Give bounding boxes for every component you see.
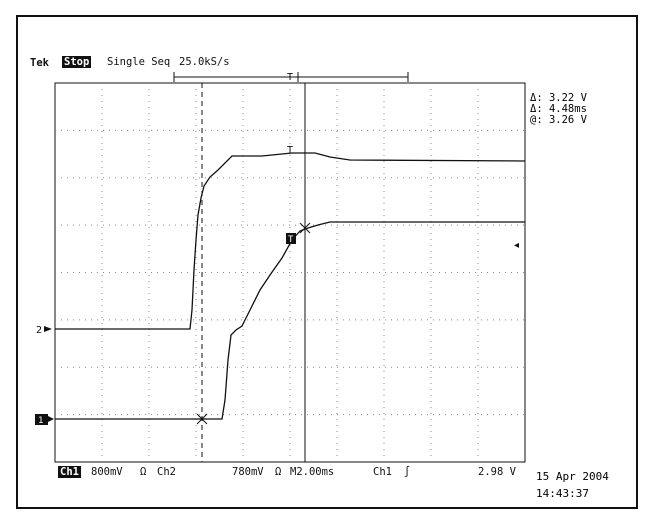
ch2-scale: 780mV <box>232 466 264 478</box>
ch1-scale: 800mV <box>91 466 123 478</box>
cursor-delta-v: Δ: 3.22 V <box>530 92 587 104</box>
trigger-source: Ch1 <box>373 466 392 478</box>
brand-label: Tek <box>30 57 49 69</box>
record-view-bracket <box>173 72 409 82</box>
timebase: M2.00ms <box>290 466 335 478</box>
record-trigger-marker: T <box>287 72 293 83</box>
cursor-crosshair-b <box>299 222 311 234</box>
cursor-at-v: @: 3.26 V <box>530 114 587 126</box>
ch2-label[interactable]: Ch2 <box>157 466 176 478</box>
trigger-level-marker[interactable] <box>286 233 296 244</box>
ch1-ground-marker[interactable] <box>35 414 48 425</box>
trigger-level-arrow: ◂ <box>514 240 519 251</box>
sample-rate: 25.0kS/s <box>179 56 230 68</box>
ch1-coupling-icon: Ω <box>140 466 147 478</box>
ch2-ground-arrow[interactable] <box>44 326 52 332</box>
svg-text:T: T <box>288 235 294 245</box>
graticule-grid <box>54 82 526 463</box>
ch1-label[interactable]: Ch1 <box>58 466 81 478</box>
cursor-t-label: T <box>287 145 293 156</box>
acquisition-mode: Single Seq <box>107 56 171 68</box>
timestamp: 15 Apr 2004 14:43:37 <box>536 468 609 502</box>
trigger-level: 2.98 V <box>478 466 516 478</box>
run-state-badge: Stop <box>62 56 92 68</box>
ch2-coupling-icon: Ω <box>275 466 282 478</box>
ch2-trace <box>55 152 526 330</box>
trigger-slope-icon: ∫ <box>404 466 411 478</box>
cursor-crosshair-a <box>196 413 208 425</box>
time-label: 14:43:37 <box>536 487 589 500</box>
svg-text:1: 1 <box>38 416 43 426</box>
date-label: 15 Apr 2004 <box>536 470 609 483</box>
cursor-readout: Δ: 3.22 V Δ: 4.48ms @: 3.26 V <box>530 93 587 126</box>
cursor-delta-t: Δ: 4.48ms <box>530 103 587 115</box>
scope-frame <box>16 15 638 509</box>
ch1-trace <box>55 221 525 420</box>
ch2-ground-label: 2 <box>36 325 42 336</box>
